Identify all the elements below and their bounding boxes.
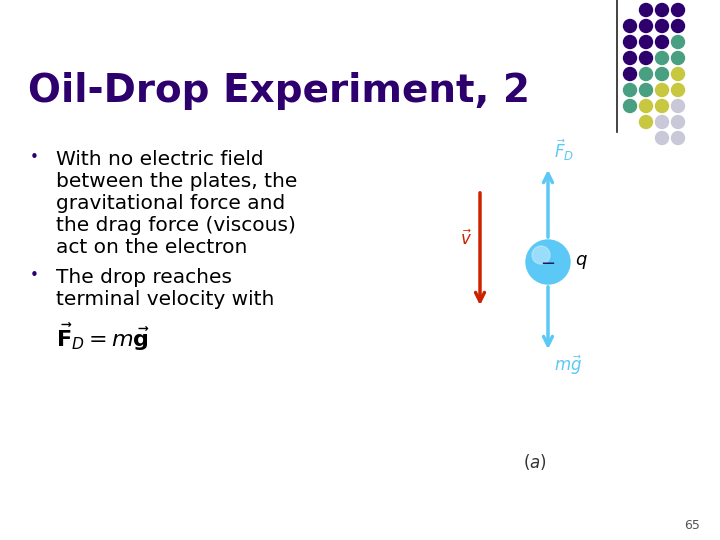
Circle shape <box>624 36 636 49</box>
Circle shape <box>624 99 636 112</box>
Text: $(a)$: $(a)$ <box>523 452 546 472</box>
Text: gravitational force and: gravitational force and <box>56 194 285 213</box>
Circle shape <box>639 51 652 64</box>
Circle shape <box>655 36 668 49</box>
Circle shape <box>672 3 685 17</box>
Text: terminal velocity with: terminal velocity with <box>56 290 274 309</box>
Circle shape <box>672 19 685 32</box>
Circle shape <box>624 68 636 80</box>
Text: The drop reaches: The drop reaches <box>56 268 232 287</box>
Circle shape <box>672 68 685 80</box>
Circle shape <box>655 68 668 80</box>
Circle shape <box>639 84 652 97</box>
Circle shape <box>655 84 668 97</box>
Circle shape <box>672 36 685 49</box>
Circle shape <box>532 246 550 264</box>
Circle shape <box>639 36 652 49</box>
Text: With no electric field: With no electric field <box>56 150 264 169</box>
Text: $q$: $q$ <box>575 253 588 271</box>
Circle shape <box>655 19 668 32</box>
Circle shape <box>639 99 652 112</box>
Text: between the plates, the: between the plates, the <box>56 172 297 191</box>
Circle shape <box>655 99 668 112</box>
Text: act on the electron: act on the electron <box>56 238 248 257</box>
Text: 65: 65 <box>684 519 700 532</box>
Circle shape <box>672 51 685 64</box>
Text: $\vec{F}_D$: $\vec{F}_D$ <box>554 138 574 163</box>
Circle shape <box>624 51 636 64</box>
Circle shape <box>639 3 652 17</box>
Text: •: • <box>30 268 39 283</box>
Circle shape <box>639 116 652 129</box>
Text: $\mathbf{\vec{F}}_D = m\mathbf{\vec{g}}$: $\mathbf{\vec{F}}_D = m\mathbf{\vec{g}}$ <box>56 322 150 353</box>
Text: $\vec{v}$: $\vec{v}$ <box>460 230 472 249</box>
Text: •: • <box>30 150 39 165</box>
Circle shape <box>672 99 685 112</box>
Text: Oil-Drop Experiment, 2: Oil-Drop Experiment, 2 <box>28 72 530 110</box>
Circle shape <box>672 132 685 145</box>
Circle shape <box>655 132 668 145</box>
Circle shape <box>672 116 685 129</box>
Circle shape <box>639 19 652 32</box>
Circle shape <box>526 240 570 284</box>
Text: $m\vec{g}$: $m\vec{g}$ <box>554 354 582 377</box>
Circle shape <box>655 116 668 129</box>
Circle shape <box>655 51 668 64</box>
Text: the drag force (viscous): the drag force (viscous) <box>56 216 296 235</box>
Text: $-$: $-$ <box>541 253 556 271</box>
Circle shape <box>624 84 636 97</box>
Circle shape <box>655 3 668 17</box>
Circle shape <box>639 68 652 80</box>
Circle shape <box>624 19 636 32</box>
Circle shape <box>672 84 685 97</box>
